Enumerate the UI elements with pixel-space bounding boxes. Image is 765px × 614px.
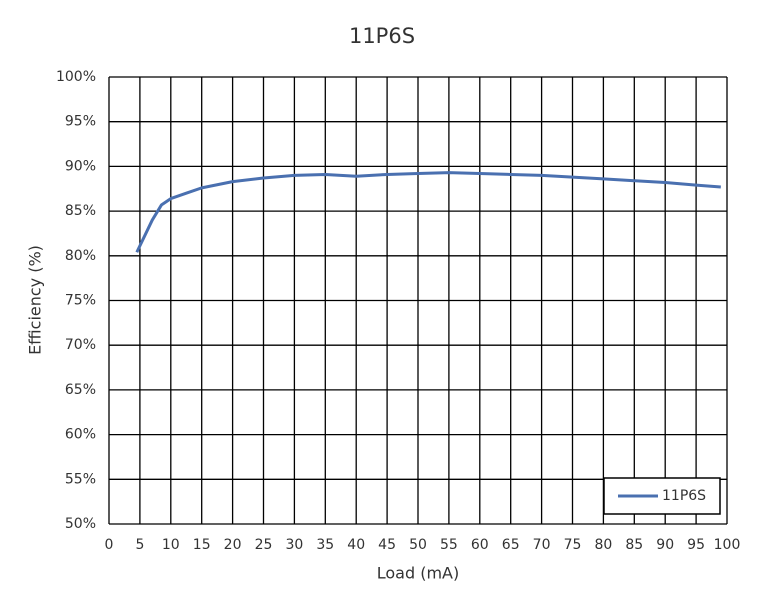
- data-line: [135, 171, 721, 253]
- y-tick-label: 50%: [65, 516, 96, 532]
- x-tick-label: 25: [255, 537, 273, 553]
- y-tick-label: 100%: [56, 69, 96, 85]
- y-tick-label: 85%: [65, 203, 96, 219]
- x-tick-label: 45: [378, 537, 396, 553]
- x-tick-label: 5: [135, 537, 144, 553]
- legend-label: 11P6S: [662, 488, 706, 504]
- x-tick-label: 35: [316, 537, 334, 553]
- x-tick-label: 60: [471, 537, 489, 553]
- x-tick-label: 0: [105, 537, 114, 553]
- x-tick-label: 80: [594, 537, 612, 553]
- x-tick-label: 50: [409, 537, 427, 553]
- y-tick-label: 80%: [65, 248, 96, 264]
- x-tick-label: 40: [347, 537, 365, 553]
- x-tick-label: 70: [533, 537, 551, 553]
- y-axis-label: Efficiency (%): [26, 245, 45, 355]
- y-tick-label: 60%: [65, 427, 96, 443]
- x-tick-label: 95: [687, 537, 705, 553]
- y-tick-label: 55%: [65, 471, 96, 487]
- x-tick-label: 55: [440, 537, 458, 553]
- x-tick-label: 10: [162, 537, 180, 553]
- x-tick-label: 85: [625, 537, 643, 553]
- y-tick-label: 70%: [65, 337, 96, 353]
- x-tick-label: 100: [714, 537, 741, 553]
- x-tick-label: 20: [224, 537, 242, 553]
- y-tick-label: 95%: [65, 114, 96, 130]
- x-tick-label: 65: [502, 537, 520, 553]
- x-axis-label: Load (mA): [377, 564, 459, 583]
- x-tick-label: 30: [285, 537, 303, 553]
- y-tick-label: 75%: [65, 293, 96, 309]
- y-tick-label: 90%: [65, 158, 96, 174]
- x-tick-label: 15: [193, 537, 211, 553]
- x-tick-label: 90: [656, 537, 674, 553]
- y-tick-label: 65%: [65, 382, 96, 398]
- chart-title: 11P6S: [349, 24, 415, 48]
- x-tick-label: 75: [564, 537, 582, 553]
